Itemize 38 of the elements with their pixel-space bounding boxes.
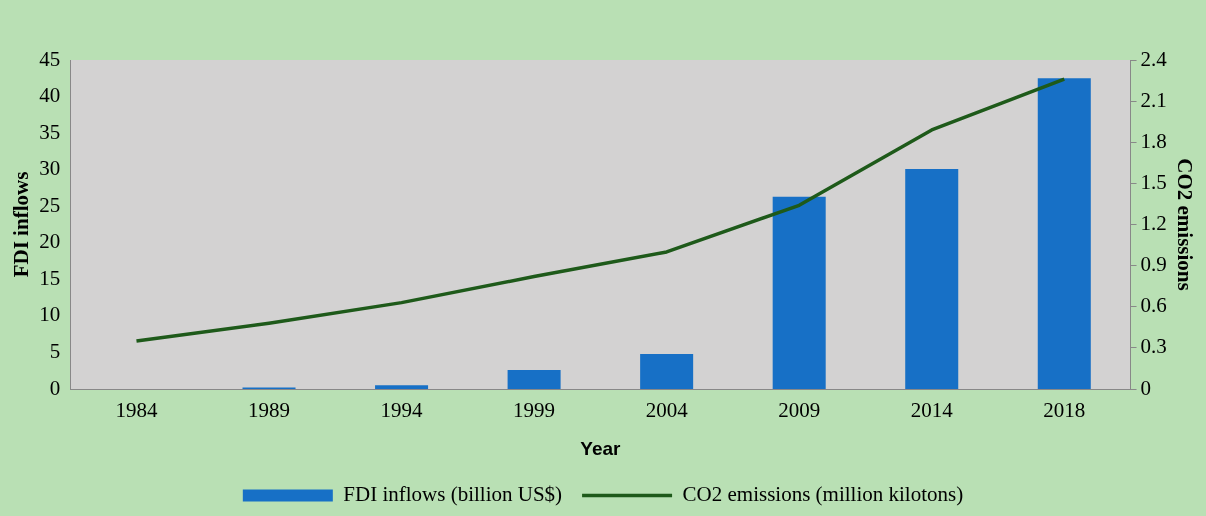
bar	[1037, 78, 1091, 389]
x-tick-label: 2004	[645, 398, 689, 423]
y-tick-label: 45	[39, 46, 61, 71]
y2-tick-label: 0.9	[1140, 252, 1167, 277]
y-tick-label: 0	[49, 375, 61, 400]
y2-axis-title: CO2 emissions	[1172, 158, 1197, 291]
y2-tick-label: 0.6	[1140, 293, 1167, 318]
y-tick-label: 35	[39, 119, 61, 144]
y2-tick-label: 0	[1140, 375, 1152, 400]
y-tick-label: 15	[39, 265, 61, 290]
legend-label: CO2 emissions (million kilotons)	[682, 482, 964, 507]
y-tick-label: 20	[39, 229, 61, 254]
x-tick-label: 1989	[248, 398, 291, 423]
bar	[640, 353, 694, 389]
x-axis-title: Year	[580, 437, 622, 459]
bar	[375, 385, 429, 389]
y-tick-label: 30	[39, 156, 61, 181]
x-tick-label: 1994	[380, 398, 424, 423]
y-tick-label: 25	[39, 192, 61, 217]
y2-tick-label: 2.1	[1140, 87, 1167, 112]
y-axis-title: FDI inflows	[9, 171, 34, 278]
bar	[905, 168, 959, 389]
x-tick-label: 1984	[115, 398, 158, 423]
y2-tick-label: 1.8	[1140, 128, 1167, 153]
x-tick-label: 2014	[910, 398, 954, 423]
y2-tick-label: 1.2	[1140, 211, 1167, 236]
x-tick-label: 2018	[1043, 398, 1086, 423]
y-tick-label: 5	[49, 338, 61, 363]
y-tick-label: 10	[39, 302, 61, 327]
y-tick-label: 40	[39, 83, 61, 108]
y2-tick-label: 0.3	[1140, 334, 1167, 359]
bar	[772, 196, 826, 389]
legend-label: FDI inflows (billion US$)	[343, 482, 563, 507]
y2-tick-label: 1.5	[1140, 169, 1167, 194]
x-tick-label: 2009	[778, 398, 821, 423]
x-tick-label: 1999	[513, 398, 556, 423]
bar	[507, 369, 561, 389]
y2-tick-label: 2.4	[1140, 46, 1168, 71]
